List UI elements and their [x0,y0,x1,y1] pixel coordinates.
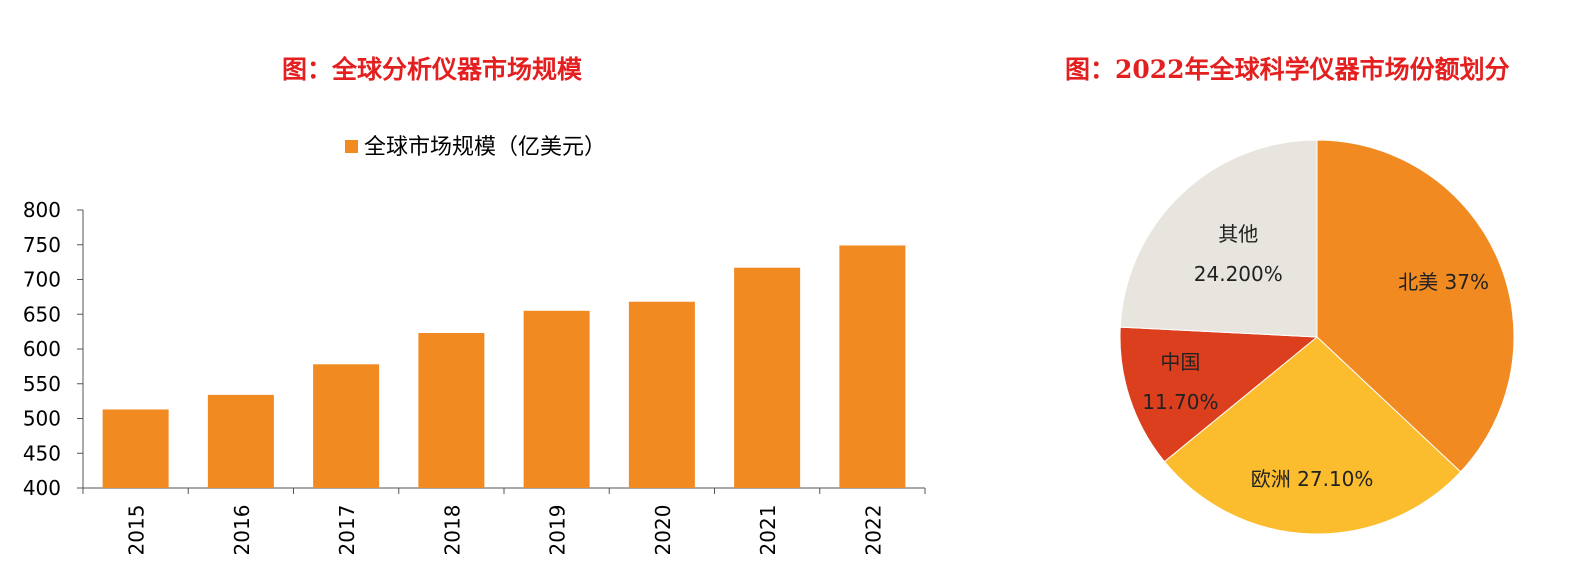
legend-label: 全球市场规模（亿美元） [364,135,606,160]
bar-2020 [628,301,695,488]
pie-label: 11.70% [1142,390,1218,414]
pie-slice-0 [1316,139,1515,473]
pie-label: 北美 37% [1398,270,1489,294]
x-tick-label: 2018 [440,505,464,556]
y-tick-label: 500 [23,407,61,431]
bar-2015 [102,409,169,488]
y-tick-label: 650 [23,302,61,326]
bar-2016 [207,394,274,488]
bar-2022 [839,245,906,488]
bar-2018 [418,333,485,488]
y-tick-label: 550 [23,372,61,396]
x-tick-label: 2015 [125,505,149,556]
y-tick-label: 450 [23,441,61,465]
x-tick-label: 2019 [546,505,570,556]
pie-slice-3 [1119,139,1318,338]
bar-2017 [313,364,380,488]
bar-2021 [734,267,801,488]
y-tick-label: 750 [23,233,61,257]
x-tick-label: 2022 [861,505,885,556]
pie-chart: 北美 37% 欧洲 27.10% 中国 11.70% 其他 24.200% [1119,139,1515,535]
y-tick-label: 600 [23,337,61,361]
legend-swatch [345,140,358,153]
pie-label: 24.200% [1194,262,1283,286]
pie-label-name: 中国 [1160,350,1200,374]
pie-label: 欧洲 27.10% [1251,467,1374,491]
y-tick-label: 400 [23,476,61,500]
pie-label-name: 其他 [1218,222,1258,246]
x-tick-label: 2016 [230,505,254,556]
y-tick-label: 700 [23,268,61,292]
bar-2019 [523,310,590,488]
x-tick-label: 2017 [335,505,359,556]
bar-chart-title: 图：全球分析仪器市场规模 [282,55,583,84]
x-tick-label: 2020 [651,505,675,556]
pie-chart-title: 图：2022年全球科学仪器市场份额划分 [1065,55,1510,84]
y-tick-label: 800 [23,198,61,222]
pie-slice-2 [1119,326,1319,463]
bar-chart: 400 450 500 550 600 650 700 750 800 2015 2016 2017 2… [23,135,926,556]
pie-slice-1 [1163,336,1462,535]
x-tick-label: 2021 [756,505,780,556]
